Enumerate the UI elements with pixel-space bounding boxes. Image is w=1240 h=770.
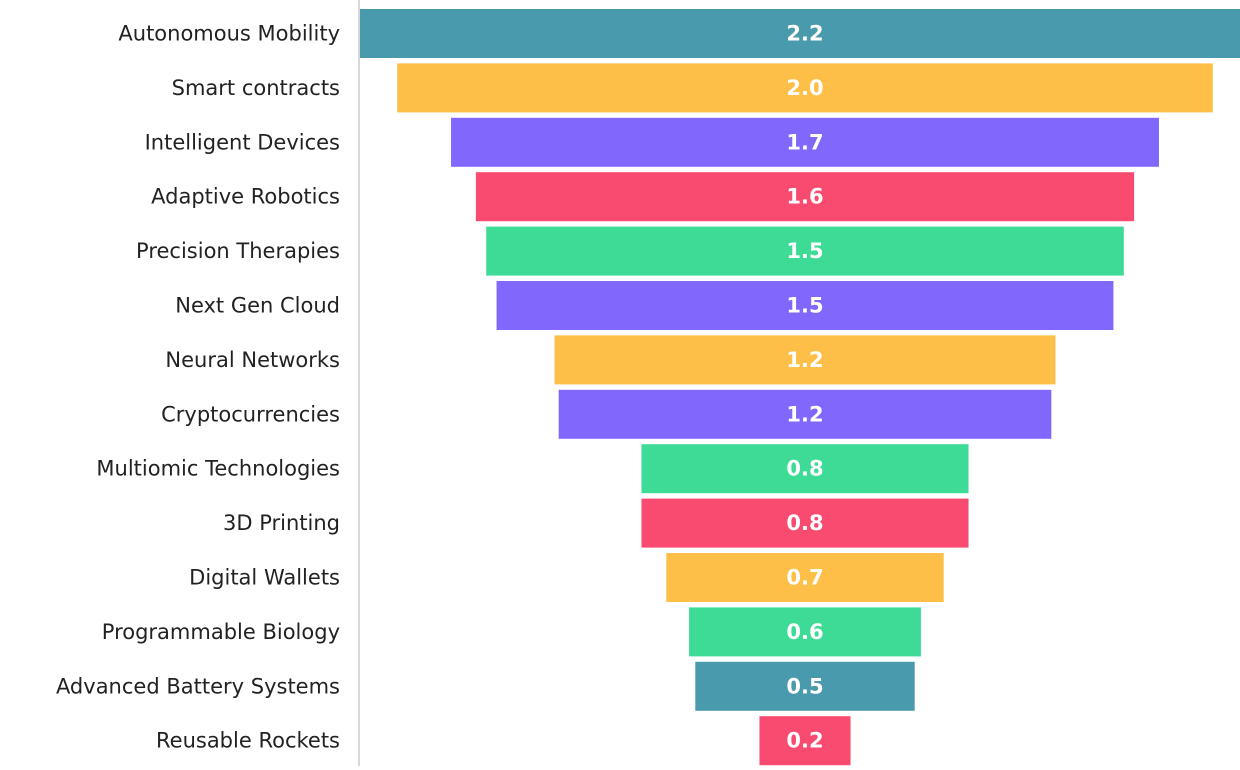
funnel-bar bbox=[554, 335, 1056, 385]
value-label: 0.2 bbox=[786, 729, 823, 753]
funnel-bar bbox=[689, 607, 921, 657]
category-label: Reusable Rockets bbox=[156, 729, 340, 753]
funnel-bar bbox=[359, 9, 1240, 58]
value-label: 1.5 bbox=[786, 239, 823, 263]
value-label: 2.0 bbox=[786, 76, 823, 100]
funnel-bar bbox=[641, 444, 969, 494]
value-label: 0.6 bbox=[786, 620, 823, 644]
category-label: Precision Therapies bbox=[136, 239, 340, 263]
value-label: 0.5 bbox=[786, 674, 823, 698]
category-label: 3D Printing bbox=[223, 511, 340, 535]
funnel-bar bbox=[475, 172, 1135, 222]
category-label: Programmable Biology bbox=[102, 620, 340, 644]
funnel-bar bbox=[397, 63, 1213, 113]
category-label: Advanced Battery Systems bbox=[56, 674, 340, 698]
funnel-bar bbox=[759, 716, 851, 766]
category-label: Next Gen Cloud bbox=[175, 294, 340, 318]
category-label: Multiomic Technologies bbox=[96, 457, 340, 481]
value-label: 0.7 bbox=[786, 566, 823, 590]
value-label: 1.2 bbox=[786, 348, 823, 372]
category-label: Cryptocurrencies bbox=[161, 402, 340, 426]
category-label: Intelligent Devices bbox=[145, 130, 340, 154]
category-label: Smart contracts bbox=[172, 76, 340, 100]
funnel-bar bbox=[496, 281, 1114, 330]
value-label: 1.2 bbox=[786, 402, 823, 426]
value-label: 0.8 bbox=[786, 511, 823, 535]
category-label: Digital Wallets bbox=[189, 566, 340, 590]
funnel-bar bbox=[451, 117, 1159, 167]
value-label: 1.6 bbox=[786, 185, 823, 209]
funnel-bar bbox=[695, 661, 915, 711]
funnel-bar bbox=[486, 226, 1124, 276]
value-label: 0.8 bbox=[786, 457, 823, 481]
value-label: 1.5 bbox=[786, 294, 823, 318]
value-label: 1.7 bbox=[786, 130, 823, 154]
category-label: Neural Networks bbox=[165, 348, 340, 372]
category-label: Autonomous Mobility bbox=[118, 22, 340, 46]
category-label: Adaptive Robotics bbox=[151, 185, 340, 209]
value-label: 2.2 bbox=[786, 22, 823, 46]
funnel-bar bbox=[558, 389, 1052, 439]
funnel-bar bbox=[666, 553, 944, 602]
funnel-bar bbox=[641, 498, 969, 548]
